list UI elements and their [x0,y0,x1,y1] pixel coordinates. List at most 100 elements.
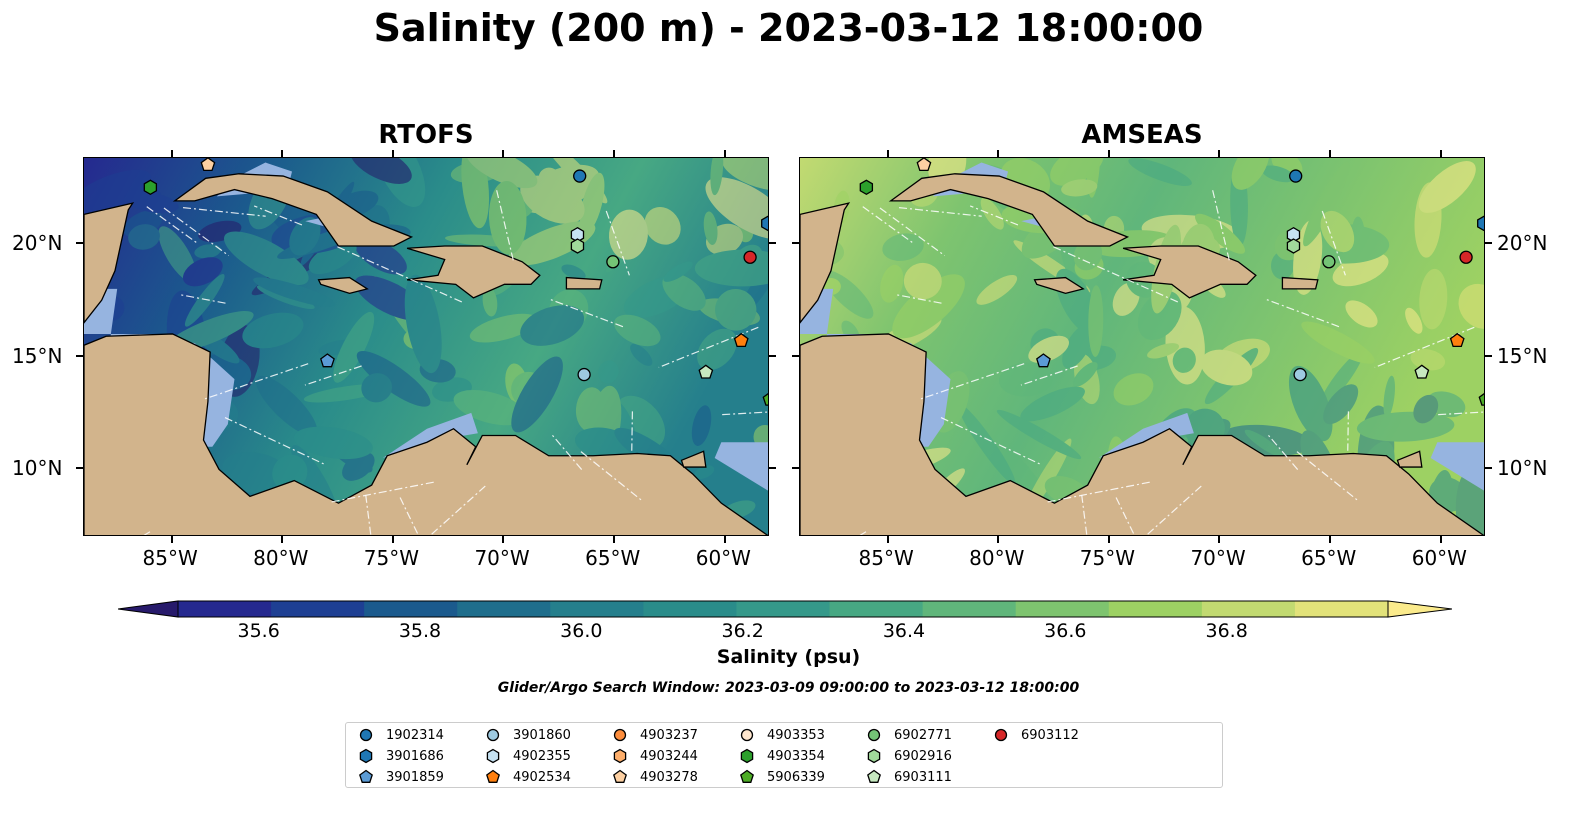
lon-tick-mark [281,150,284,157]
float-4903354-marker [143,179,158,196]
float-5906339-marker [1478,393,1484,406]
lat-tick-mark [1485,467,1492,470]
lon-tick-mark [281,536,284,543]
lon-tick-label: 70°W [1190,546,1246,570]
lon-tick-label: 65°W [1301,546,1357,570]
legend-item: 5906339 [739,769,825,785]
float-3901859-marker [1036,353,1051,368]
float-legend: 1902314 3901686 3901859 3901860 4902355 49025… [345,722,1223,788]
float-6902771-marker [1322,255,1336,269]
legend-label: 6903112 [1021,727,1079,743]
lon-tick-mark [723,536,726,543]
legend-marker [613,728,627,742]
float-3901860-marker [577,367,591,382]
legend-item: 4903354 [739,748,825,764]
lon-tick-label: 65°W [585,546,641,570]
legend-marker [613,769,627,783]
panel-title-amseas: AMSEAS [1081,120,1203,150]
map-canvas [800,158,1484,535]
legend-item: 3901686 [358,748,444,764]
float-4902534-marker [1449,332,1465,348]
legend-label: 5906339 [767,769,825,785]
float-6902916-marker [570,238,585,254]
legend-item: 3901859 [358,769,444,785]
lon-tick-label: 80°W [969,546,1025,570]
legend-label: 3901860 [513,727,571,743]
float-6903111-marker [1414,364,1430,379]
lon-tick-mark [170,536,173,543]
float-6903111-marker [698,364,714,379]
colorbar-bin [736,601,831,617]
lon-tick-mark [502,536,505,543]
legend-label: 4903353 [767,727,825,743]
legend-label: 4902534 [513,769,571,785]
legend-label: 4903354 [767,748,825,764]
lat-tick-mark [76,467,83,470]
legend-label: 4903278 [640,769,698,785]
lon-tick-mark [391,536,394,543]
legend-marker [867,748,881,764]
colorbar-extend-high [1387,600,1452,618]
legend-marker [613,748,627,764]
legend-marker [740,769,754,783]
legend-marker [867,728,881,742]
legend-marker [867,769,881,783]
colorbar-tick-label: 36.0 [560,620,603,642]
colorbar-bin [1015,601,1110,617]
colorbar-tick-label: 36.2 [721,620,764,642]
float-1902314-marker [1289,169,1303,183]
lon-tick-label: 85°W [142,546,198,570]
lat-tick-mark [769,467,776,470]
legend-label: 3901859 [386,769,444,785]
lon-tick-mark [1439,150,1442,157]
legend-marker [359,769,373,783]
colorbar [118,600,1452,618]
lon-tick-mark [1218,150,1221,157]
colorbar-bin [829,601,924,617]
lon-tick-label: 75°W [1079,546,1136,570]
lon-tick-mark [1218,536,1221,543]
colorbar-tick-label: 36.8 [1205,620,1248,642]
colorbar-tick-label: 36.4 [882,620,926,642]
float-4903278-marker [200,158,216,172]
lon-tick-mark [1439,536,1442,543]
lat-tick-label: 15°N [12,343,63,368]
lat-tick-mark [792,354,799,357]
legend-item: 4903278 [612,769,698,785]
legend-item: 4903237 [612,727,698,743]
lon-tick-mark [502,150,505,157]
float-4902534-marker [733,332,749,348]
legend-label: 3901686 [386,748,444,764]
legend-label: 4902355 [513,748,571,764]
float-6903112-marker [743,250,757,264]
colorbar-tick-label: 35.6 [237,620,280,642]
colorbar-bin [1201,601,1296,617]
lon-tick-mark [613,536,616,543]
colorbar-bin [550,601,644,617]
legend-item: 4902355 [485,748,571,764]
legend-marker [486,769,500,783]
lon-tick-mark [170,150,173,157]
lon-tick-mark [1107,150,1110,157]
lon-tick-label: 80°W [253,546,309,570]
legend-marker [486,748,500,764]
legend-item: 3901860 [485,727,571,743]
lon-tick-mark [1329,150,1332,157]
legend-label: 4903237 [640,727,698,743]
float-4903278-marker [916,158,932,172]
legend-marker [994,728,1008,742]
lat-tick-mark [1485,354,1492,357]
colorbar-bin [643,601,738,617]
map-amseas [799,157,1485,536]
lon-tick-mark [1329,536,1332,543]
legend-label: 1902314 [386,727,444,743]
colorbar-label: Salinity (psu) [716,646,861,668]
lat-tick-label: 10°N [12,456,63,481]
float-3901686-marker [1477,215,1484,232]
lon-tick-label: 85°W [858,546,914,570]
lat-tick-mark [792,467,799,470]
figure-title: Salinity (200 m) - 2023-03-12 18:00:00 [373,6,1204,50]
colorbar-tick-label: 35.8 [398,620,442,642]
map-canvas [84,158,768,535]
lon-tick-label: 75°W [363,546,420,570]
